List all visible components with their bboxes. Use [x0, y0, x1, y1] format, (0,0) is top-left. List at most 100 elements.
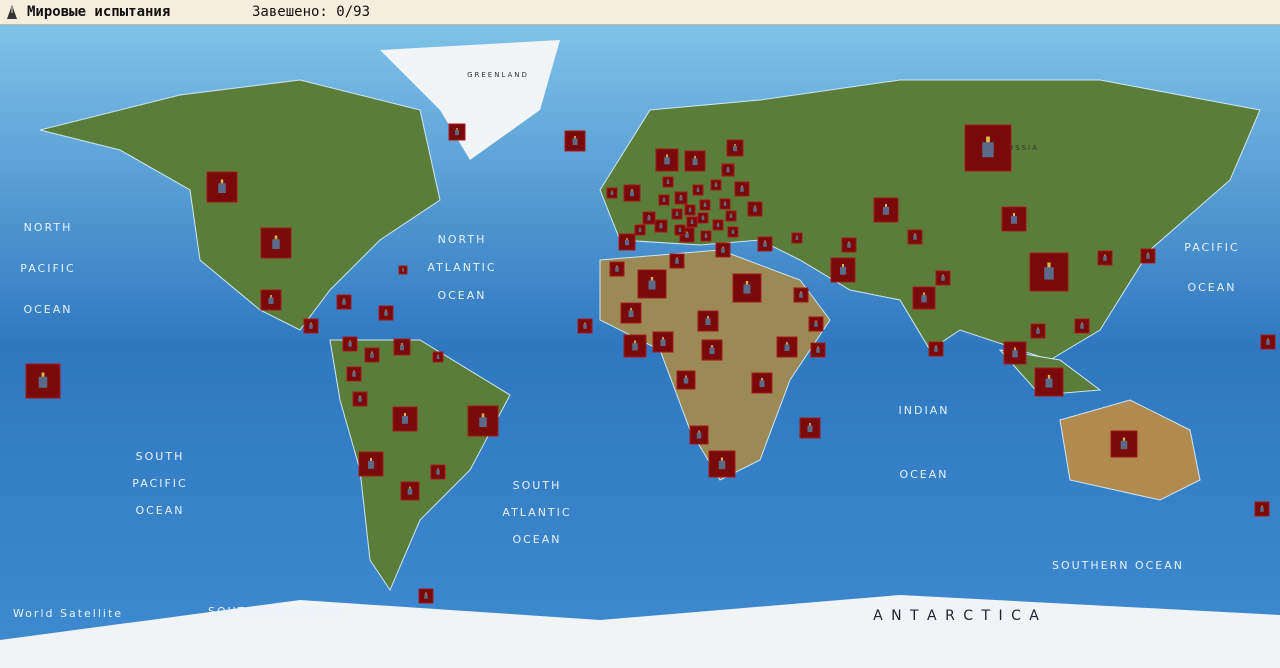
location-marker[interactable]	[727, 226, 739, 238]
location-marker[interactable]	[697, 212, 709, 224]
location-marker[interactable]	[697, 310, 719, 332]
location-marker[interactable]	[662, 176, 674, 188]
location-marker[interactable]	[907, 229, 923, 245]
location-marker[interactable]	[642, 211, 656, 225]
location-marker[interactable]	[1003, 341, 1027, 365]
location-marker[interactable]	[418, 588, 434, 604]
location-marker[interactable]	[701, 339, 723, 361]
location-marker[interactable]	[637, 269, 667, 299]
location-marker[interactable]	[1254, 501, 1270, 517]
location-marker[interactable]	[260, 289, 282, 311]
location-marker[interactable]	[715, 242, 731, 258]
location-marker[interactable]	[964, 124, 1012, 172]
location-marker[interactable]	[684, 150, 706, 172]
location-marker[interactable]	[634, 224, 646, 236]
location-marker[interactable]	[830, 257, 856, 283]
location-marker[interactable]	[671, 208, 683, 220]
location-marker[interactable]	[912, 286, 936, 310]
antarctica-ice	[0, 595, 1280, 668]
location-marker[interactable]	[674, 224, 686, 236]
location-marker[interactable]	[841, 237, 857, 253]
location-marker[interactable]	[684, 204, 696, 216]
location-marker[interactable]	[623, 184, 641, 202]
location-marker[interactable]	[432, 351, 444, 363]
location-marker[interactable]	[732, 273, 762, 303]
location-marker[interactable]	[1097, 250, 1113, 266]
marker-icon-top	[631, 189, 633, 191]
map-label: OCEAN	[135, 504, 184, 517]
location-marker[interactable]	[342, 336, 358, 352]
location-marker[interactable]	[793, 287, 809, 303]
location-marker[interactable]	[206, 171, 238, 203]
marker-icon	[763, 242, 767, 247]
location-marker[interactable]	[747, 201, 763, 217]
location-marker[interactable]	[655, 148, 679, 172]
location-marker[interactable]	[260, 227, 292, 259]
location-marker[interactable]	[928, 341, 944, 357]
location-marker[interactable]	[810, 342, 826, 358]
location-marker[interactable]	[712, 219, 724, 231]
location-marker[interactable]	[398, 265, 408, 275]
location-marker[interactable]	[352, 391, 368, 407]
location-marker[interactable]	[935, 270, 951, 286]
location-marker[interactable]	[358, 451, 384, 477]
location-marker[interactable]	[336, 294, 352, 310]
location-marker[interactable]	[873, 197, 899, 223]
location-marker[interactable]	[757, 236, 773, 252]
location-marker[interactable]	[392, 406, 418, 432]
location-marker[interactable]	[564, 130, 586, 152]
marker-icon	[709, 347, 715, 354]
location-marker[interactable]	[1074, 318, 1090, 334]
location-marker[interactable]	[303, 318, 319, 334]
location-marker[interactable]	[676, 370, 696, 390]
location-marker[interactable]	[658, 194, 670, 206]
location-marker[interactable]	[710, 179, 722, 191]
location-marker[interactable]	[669, 253, 685, 269]
location-marker[interactable]	[699, 199, 711, 211]
marker-icon	[625, 240, 629, 246]
location-marker[interactable]	[1030, 323, 1046, 339]
location-marker[interactable]	[719, 198, 731, 210]
location-marker[interactable]	[1029, 252, 1069, 292]
location-marker[interactable]	[808, 316, 824, 332]
location-marker[interactable]	[1140, 248, 1156, 264]
location-marker[interactable]	[799, 417, 821, 439]
location-marker[interactable]	[577, 318, 593, 334]
marker-icon	[610, 191, 614, 195]
location-marker[interactable]	[609, 261, 625, 277]
location-marker[interactable]	[623, 334, 647, 358]
location-marker[interactable]	[734, 181, 750, 197]
location-marker[interactable]	[448, 123, 466, 141]
location-marker[interactable]	[467, 405, 499, 437]
location-marker[interactable]	[1110, 430, 1138, 458]
location-marker[interactable]	[700, 230, 712, 242]
location-marker[interactable]	[654, 219, 668, 233]
location-marker[interactable]	[726, 139, 744, 157]
location-marker[interactable]	[606, 187, 618, 199]
location-marker[interactable]	[776, 336, 798, 358]
location-marker[interactable]	[751, 372, 773, 394]
location-marker[interactable]	[725, 210, 737, 222]
location-marker[interactable]	[618, 233, 636, 251]
location-marker[interactable]	[25, 363, 61, 399]
location-marker[interactable]	[1001, 206, 1027, 232]
location-marker[interactable]	[692, 184, 704, 196]
marker-icon-top	[722, 246, 724, 249]
location-marker[interactable]	[1260, 334, 1276, 350]
location-marker[interactable]	[430, 464, 446, 480]
marker-icon	[1012, 350, 1018, 358]
location-marker[interactable]	[708, 450, 736, 478]
location-marker[interactable]	[721, 163, 735, 177]
location-marker[interactable]	[378, 305, 394, 321]
location-marker[interactable]	[686, 216, 698, 228]
location-marker[interactable]	[674, 191, 688, 205]
location-marker[interactable]	[652, 331, 674, 353]
location-marker[interactable]	[364, 347, 380, 363]
location-marker[interactable]	[689, 425, 709, 445]
location-marker[interactable]	[393, 338, 411, 356]
location-marker[interactable]	[791, 232, 803, 244]
location-marker[interactable]	[1034, 367, 1064, 397]
location-marker[interactable]	[620, 302, 642, 324]
location-marker[interactable]	[346, 366, 362, 382]
location-marker[interactable]	[400, 481, 420, 501]
